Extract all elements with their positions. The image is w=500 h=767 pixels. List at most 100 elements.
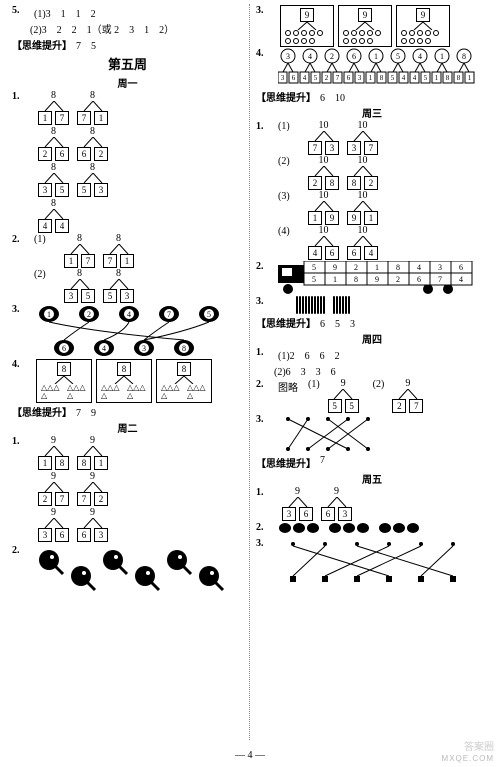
q-number: 1. [12, 436, 30, 447]
day3-label: 周三 [256, 105, 488, 120]
part-label: (2) [34, 269, 56, 280]
svg-text:6: 6 [62, 344, 66, 353]
svg-text:7: 7 [167, 310, 171, 319]
dot-panel: 9 [396, 5, 450, 47]
svg-text:1: 1 [435, 74, 439, 82]
number-bond: 835 [38, 163, 69, 197]
d3-q3: 3. [256, 296, 488, 314]
r-lift1: 【思维提升】 6 10 [256, 89, 488, 104]
number-bond: 826 [38, 127, 69, 161]
bush-icon [357, 523, 369, 533]
watermark-logo: 答案圈 [464, 738, 494, 753]
q-number: 5. [12, 5, 30, 16]
number-bond: 1082 [347, 156, 378, 190]
tally-sticks [296, 296, 350, 314]
svg-text:4: 4 [102, 344, 106, 353]
q-number: 2. [256, 261, 274, 272]
q5-line2: (2)3 2 2 1（或 2 3 1 2） [30, 21, 174, 36]
svg-text:2: 2 [330, 52, 334, 61]
d3-q2: 2. 5921843651892674 [256, 261, 488, 295]
svg-text:5: 5 [312, 275, 316, 284]
d5-q3: 3. [256, 538, 488, 584]
d1-q3: 3. 124756438 [12, 304, 243, 358]
number-bond: 936 [282, 487, 313, 521]
day5-label: 周五 [256, 471, 488, 486]
bush-icon [407, 523, 419, 533]
number-bond: 918 [38, 436, 69, 470]
d4-q2: 2. 图略 (1) 955 (2) 927 [256, 379, 488, 413]
d4-q1b: (2)6 3 3 6 [274, 363, 488, 378]
svg-text:4: 4 [127, 310, 131, 319]
d3-lift: 【思维提升】 6 5 3 [256, 315, 488, 330]
truck-icon: 5921843651892674 [278, 261, 478, 295]
svg-text:8: 8 [457, 74, 461, 82]
q-number: 2. [12, 234, 30, 245]
bush-icon [379, 523, 391, 533]
svg-text:1: 1 [468, 74, 472, 82]
d3-q1: 1.(1)10731037(2)10281082(3)10191091(4)10… [256, 121, 488, 260]
svg-text:8: 8 [396, 263, 400, 272]
day2-label: 周二 [12, 420, 243, 435]
page: 5. (1)3 1 1 2 (2)3 2 2 1（或 2 3 1 2） 【思维提… [0, 0, 500, 740]
svg-text:6: 6 [292, 74, 296, 82]
d1-lift: 【思维提升】 7 9 [12, 404, 243, 419]
paddle-icons [34, 545, 234, 595]
part-label: (2) [373, 379, 385, 390]
number-bond: 853 [77, 163, 108, 197]
number-bond: 1037 [347, 121, 378, 155]
lift: 【思维提升】 7 5 [12, 37, 243, 52]
number-bond: 936 [38, 508, 69, 542]
column-divider [249, 4, 250, 740]
number-bond: 1046 [308, 226, 339, 260]
q-number: 4. [12, 359, 30, 370]
lift-label: 【思维提升】 [256, 455, 316, 470]
q-number: 1. [256, 347, 274, 358]
number-bond: 862 [77, 127, 108, 161]
d3-q1-part: 1.(1)10731037 [256, 121, 488, 155]
bonds: 955 [324, 379, 363, 413]
svg-text:5: 5 [312, 263, 316, 272]
tri-panel: 8△△△△△△△△ [36, 359, 92, 403]
day1-label: 周一 [12, 75, 243, 90]
svg-text:9: 9 [333, 263, 337, 272]
number-bond: 853 [103, 269, 134, 303]
svg-text:5: 5 [207, 310, 211, 319]
left-column: 5. (1)3 1 1 2 (2)3 2 2 1（或 2 3 1 2） 【思维提… [8, 4, 247, 740]
d4-q3: 3. [256, 414, 488, 454]
svg-text:5: 5 [396, 52, 400, 61]
svg-text:2: 2 [87, 310, 91, 319]
bush-icon [343, 523, 355, 533]
svg-text:8: 8 [182, 344, 186, 353]
dot-panels: 999 [278, 5, 452, 47]
svg-text:4: 4 [417, 263, 421, 272]
dot-panel: 9 [280, 5, 334, 47]
lift-vals: 7 5 [76, 37, 96, 52]
svg-text:8: 8 [380, 74, 384, 82]
svg-text:1: 1 [375, 263, 379, 272]
number-bond: 1091 [347, 191, 378, 225]
d3-q1-part: (3)10191091 [256, 191, 488, 225]
bush-icon [307, 523, 319, 533]
svg-text:7: 7 [336, 74, 340, 82]
q-number: 3. [256, 414, 274, 425]
svg-text:8: 8 [354, 275, 358, 284]
svg-text:5: 5 [391, 74, 395, 82]
svg-text:5: 5 [314, 74, 318, 82]
svg-text:5: 5 [424, 74, 428, 82]
q-number: 4. [256, 48, 274, 59]
tri-panel: 8△△△△△△△△ [156, 359, 212, 403]
number-bond: 981 [77, 436, 108, 470]
d4-q1-l2: (2)6 3 3 6 [274, 363, 336, 378]
lift-label: 【思维提升】 [12, 404, 72, 419]
tri-panel: 8△△△△△△△△ [96, 359, 152, 403]
part-label: (1) [308, 379, 320, 390]
q-number: 3. [256, 5, 274, 16]
number-bond: 871 [103, 234, 134, 268]
lift-label: 【思维提升】 [12, 37, 72, 52]
svg-text:2: 2 [325, 74, 329, 82]
d3-q1-part: (4)10461064 [256, 226, 488, 260]
number-bond: 1028 [308, 156, 339, 190]
number-bond: 972 [77, 472, 108, 506]
svg-text:4: 4 [413, 74, 417, 82]
number-bond: 1073 [308, 121, 339, 155]
